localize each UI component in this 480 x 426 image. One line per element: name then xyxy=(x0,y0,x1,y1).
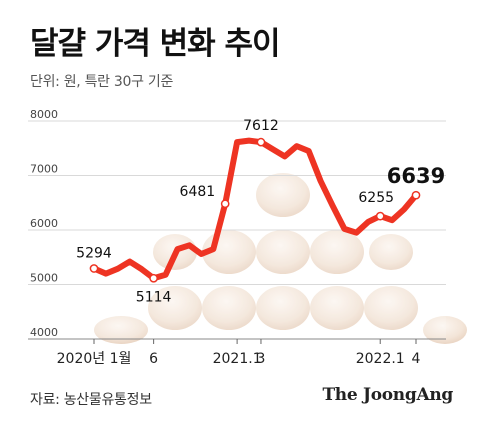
x-tick-label: 2022.1 xyxy=(356,351,405,367)
egg-shape xyxy=(423,316,467,344)
egg-shape xyxy=(310,230,364,274)
egg-shape xyxy=(256,286,310,330)
y-tick-label: 7000 xyxy=(30,163,58,176)
data-label: 6639 xyxy=(387,164,445,188)
data-point xyxy=(411,190,421,200)
egg-shape xyxy=(369,234,413,270)
data-label: 6481 xyxy=(180,184,216,200)
data-point xyxy=(89,264,99,273)
egg-shape xyxy=(364,286,418,330)
price-series xyxy=(89,137,421,283)
y-tick-label: 8000 xyxy=(30,108,58,121)
source-note: 자료: 농산물유통정보 xyxy=(30,392,152,408)
data-point xyxy=(375,211,385,221)
egg-shape xyxy=(94,316,148,344)
x-tick-label: 6 xyxy=(149,351,158,367)
series-line xyxy=(91,137,419,282)
egg-shape xyxy=(256,230,310,274)
data-point xyxy=(149,273,158,283)
egg-shape xyxy=(202,286,256,330)
x-tick-label: 3 xyxy=(257,351,266,367)
data-labels: 5294 5114 6481 7612 6255 6639 xyxy=(76,118,445,305)
data-point xyxy=(256,137,266,147)
egg-tray-background xyxy=(28,115,467,344)
data-label: 5114 xyxy=(136,289,172,305)
y-tick-label: 6000 xyxy=(30,217,58,230)
data-label: 5294 xyxy=(76,245,112,261)
egg-shape xyxy=(310,286,364,330)
data-label: 6255 xyxy=(358,190,394,206)
egg-shape xyxy=(256,173,310,217)
x-tick-label: 2020년 1월 xyxy=(57,351,132,367)
data-label: 7612 xyxy=(243,118,279,134)
publisher-logo: The JoongAng xyxy=(322,385,453,405)
x-axis-ticks: 2020년 1월 6 2021.13 2022.1 4 xyxy=(28,338,446,367)
y-tick-label: 4000 xyxy=(30,326,58,339)
page-title: 달걀 가격 변화 추이 xyxy=(30,26,281,62)
y-tick-label: 5000 xyxy=(30,272,58,285)
y-axis-ticks: 4000 5000 6000 7000 8000 xyxy=(30,108,58,339)
data-point xyxy=(220,199,230,209)
x-tick-label: 2021.1 xyxy=(213,351,262,367)
egg-shape xyxy=(148,286,202,330)
unit-note: 단위: 원, 특란 30구 기준 xyxy=(30,74,174,90)
x-tick-label: 4 xyxy=(412,351,421,367)
